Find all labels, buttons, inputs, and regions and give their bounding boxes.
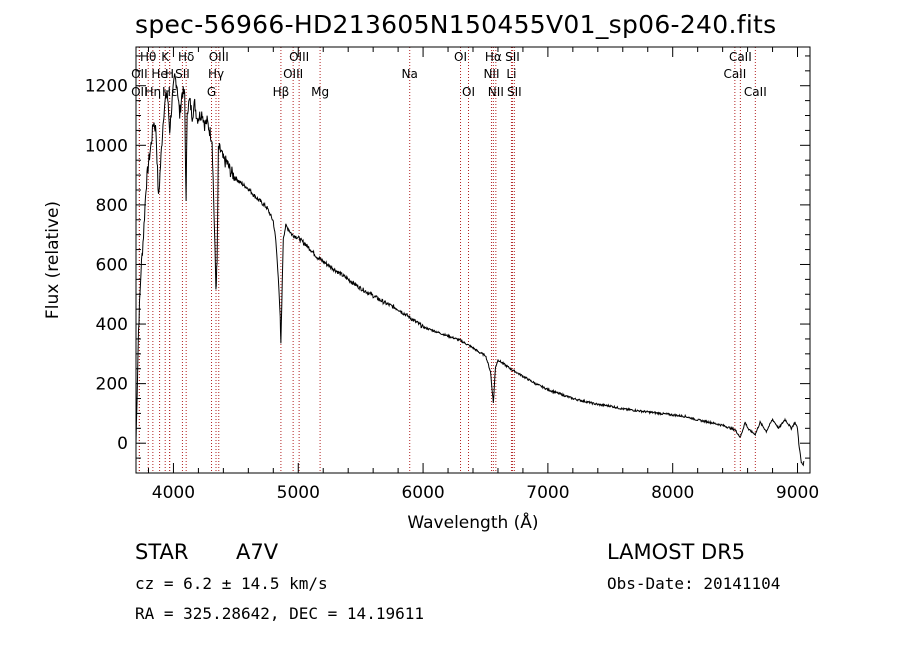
line-label: CaII <box>744 85 767 99</box>
line-label: Hβ <box>273 85 290 99</box>
y-tick-label: 1000 <box>85 136 128 156</box>
line-label: Mg <box>311 85 329 99</box>
y-tick-label: 200 <box>96 375 128 395</box>
line-label: K <box>161 50 170 64</box>
line-label: NII <box>488 85 504 99</box>
object-class: STAR <box>135 540 189 564</box>
x-tick-label: 7000 <box>526 483 569 503</box>
line-label: OIII <box>283 67 303 81</box>
y-tick-label: 0 <box>117 434 128 454</box>
line-label: Hγ <box>208 67 224 81</box>
y-tick-label: 600 <box>96 255 128 275</box>
line-label: SII <box>507 85 522 99</box>
y-tick-label: 400 <box>96 315 128 335</box>
line-label: OII <box>131 85 148 99</box>
line-label: Hα <box>485 50 502 64</box>
x-tick-label: 6000 <box>401 483 444 503</box>
line-label: Hθ <box>140 50 156 64</box>
y-tick-label: 800 <box>96 196 128 216</box>
y-tick-label: 1200 <box>85 77 128 97</box>
line-label: SII <box>175 67 190 81</box>
line-label: SII <box>505 50 520 64</box>
plot-frame <box>135 46 811 474</box>
chart-title: spec-56966-HD213605N150455V01_sp06-240.f… <box>135 10 777 39</box>
line-label: G <box>207 85 216 99</box>
line-label: CaII <box>723 67 746 81</box>
x-tick-label: 5000 <box>277 483 320 503</box>
line-label: OII <box>131 67 148 81</box>
survey-name: LAMOST DR5 <box>607 540 746 564</box>
y-axis-label: Flux (relative) <box>43 201 63 319</box>
observation-date: Obs-Date: 20141104 <box>607 574 781 593</box>
line-label: OI <box>462 85 475 99</box>
x-tick-label: 9000 <box>776 483 819 503</box>
spectrum-line <box>135 73 805 467</box>
line-label: OIII <box>209 50 229 64</box>
line-label: Hη <box>145 85 162 99</box>
line-label: Li <box>506 67 516 81</box>
line-label: Na <box>402 67 418 81</box>
line-label: OI <box>454 50 467 64</box>
line-label: CaII <box>729 50 752 64</box>
line-label: He <box>151 67 167 81</box>
redshift-text: cz = 6.2 ± 14.5 km/s <box>135 574 328 593</box>
object-subclass: A7V <box>236 540 279 564</box>
coordinates-text: RA = 325.28642, DEC = 14.19611 <box>135 604 424 623</box>
x-tick-label: 8000 <box>651 483 694 503</box>
line-label: Hδ <box>178 50 194 64</box>
line-label: Hε <box>162 85 178 99</box>
x-tick-label: 4000 <box>152 483 195 503</box>
line-label: OIII <box>289 50 309 64</box>
x-axis-label: Wavelength (Å) <box>407 511 538 533</box>
line-label: H <box>165 67 174 81</box>
line-label: NII <box>483 67 499 81</box>
